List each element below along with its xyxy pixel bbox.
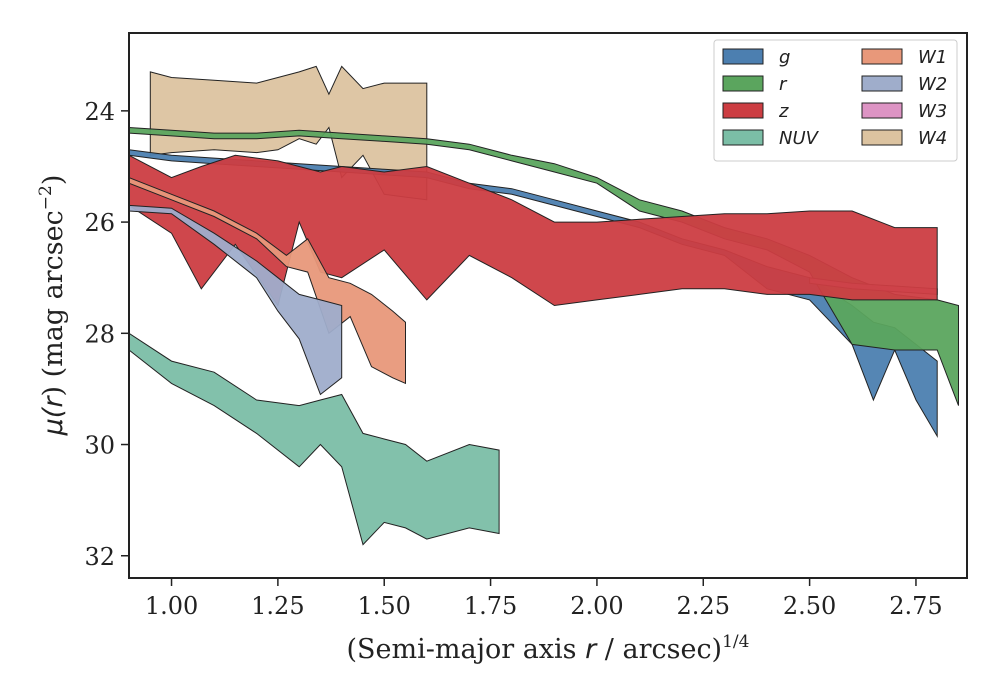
- series-band-w2: [129, 204, 343, 396]
- x-tick-label: 2.50: [783, 592, 836, 620]
- legend-swatch-w1: [861, 48, 903, 65]
- x-tick-label: 1.75: [464, 592, 517, 620]
- legend-swatch-w4: [861, 129, 903, 146]
- legend-label-r: r: [779, 74, 788, 95]
- series-band-r: [129, 126, 959, 406]
- legend-label-w4: W4: [918, 128, 947, 149]
- y-tick-label: 26: [84, 209, 115, 237]
- x-axis-title: (Semi-major axis r / arcsec)1/4: [347, 632, 750, 665]
- legend-label-w3: W3: [918, 101, 947, 122]
- series-layer: [129, 65, 959, 546]
- x-tick-label: 2.25: [677, 592, 730, 620]
- series-band-w1: [129, 177, 406, 385]
- y-axis-title: μ(r) (mag arcsec−2): [36, 175, 69, 437]
- legend-label-g: g: [779, 47, 790, 68]
- legend-label-z: z: [778, 101, 789, 122]
- legend-label-w1: W1: [918, 47, 947, 68]
- y-axis: 24 26 28 30 32: [84, 98, 129, 571]
- series-band-z: [129, 154, 938, 307]
- legend-swatch-w3: [861, 102, 903, 119]
- legend: grz NUV W1 W2 W3 W4: [713, 39, 958, 162]
- y-tick-label: 30: [84, 432, 115, 460]
- y-tick-label: 32: [84, 543, 115, 571]
- series-band-nuv: [129, 332, 500, 546]
- legend-swatch-r: [722, 75, 764, 92]
- x-tick-label: 1.25: [251, 592, 304, 620]
- x-axis: 1.00 1.25 1.50 1.75 2.00 2.25 2.50 2.75: [145, 578, 943, 620]
- plot-frame: [128, 32, 968, 579]
- y-tick-label: 24: [84, 98, 115, 126]
- x-tick-label: 1.00: [145, 592, 198, 620]
- legend-swatch-nuv: [722, 129, 764, 146]
- legend-swatch-z: [722, 102, 764, 119]
- legend-label-w2: W2: [918, 74, 947, 95]
- legend-label-nuv: NUV: [779, 128, 820, 149]
- legend-swatch-w2: [861, 75, 903, 92]
- x-tick-label: 1.50: [358, 592, 411, 620]
- x-tick-label: 2.00: [570, 592, 623, 620]
- x-tick-label: 2.75: [889, 592, 942, 620]
- y-tick-label: 28: [84, 320, 115, 348]
- legend-swatch-g: [722, 48, 764, 65]
